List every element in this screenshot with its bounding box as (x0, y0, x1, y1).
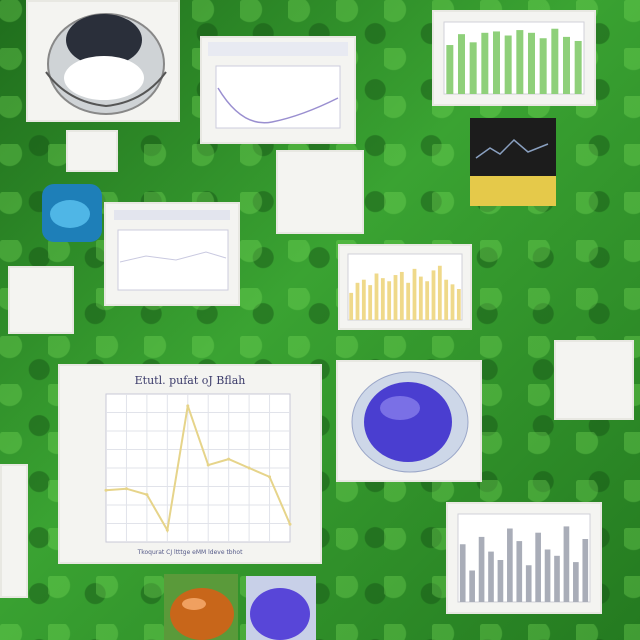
yellow-bar-chart (347, 253, 463, 321)
series-line (105, 405, 291, 534)
bar (478, 536, 485, 602)
data-point (247, 466, 251, 470)
data-point (124, 487, 128, 491)
bar (368, 285, 373, 320)
data-point (145, 493, 149, 497)
bar (488, 551, 494, 602)
purple-sphere-image (246, 576, 316, 640)
data-point (165, 528, 169, 532)
main-line-chart-card: Etutl. pufat oJ Bflah Tkoqurat CJ ltttge… (58, 364, 322, 564)
bar (507, 528, 513, 602)
main-chart-title: Etutl. pufat oJ Bflah (134, 374, 246, 387)
blue-sphere-illustration (351, 371, 469, 473)
bar (551, 28, 559, 94)
data-point (186, 404, 190, 408)
bar (387, 281, 392, 320)
plot-area (457, 513, 591, 603)
bar (425, 281, 430, 320)
paper-tile (276, 150, 364, 234)
orange-sphere-image (164, 574, 238, 640)
bar (469, 570, 475, 602)
bar (493, 31, 500, 94)
paper-tile (0, 464, 28, 598)
data-point (206, 463, 210, 467)
yellow-bar-chart-card (338, 244, 472, 330)
blue-cell-illustration (50, 200, 90, 228)
bar (535, 532, 541, 602)
bar (516, 541, 523, 602)
bar (554, 555, 560, 602)
data-point (268, 475, 272, 479)
range-chart-card (104, 202, 240, 306)
bar (349, 292, 354, 320)
green-bar-chart (443, 21, 585, 95)
bar (497, 560, 504, 602)
bar (539, 38, 547, 94)
trend-chart-thumbnail (208, 42, 348, 129)
purple-sphere-illustration (250, 588, 310, 640)
bar (544, 549, 551, 602)
bar (446, 45, 454, 94)
bar (563, 526, 570, 602)
helmet-image-card (26, 0, 180, 122)
dark-screen-plot (470, 138, 556, 206)
bar (504, 35, 512, 94)
bar (444, 279, 449, 320)
bar (406, 282, 411, 320)
gray-bar-chart (457, 513, 591, 603)
bar (525, 565, 532, 602)
data-point (288, 522, 292, 526)
bar (573, 562, 579, 602)
blue-cell-image (42, 184, 102, 242)
bar (450, 284, 455, 320)
data-point (227, 457, 231, 461)
plot-area (443, 21, 585, 95)
main-line-chart (104, 393, 292, 543)
bar (374, 273, 379, 320)
bar (459, 544, 466, 602)
trend-chart-card (200, 36, 356, 144)
bar (582, 539, 589, 602)
paper-tile (554, 340, 634, 420)
bar (418, 276, 423, 320)
bar (574, 40, 582, 94)
paper-tile (8, 266, 74, 334)
helmet-illustration (45, 13, 167, 115)
bar (437, 265, 442, 320)
bar (380, 278, 385, 320)
main-chart-xlabel: Tkoqurat CJ ltttge eMM ldeve tbhot (137, 549, 243, 556)
bar (393, 275, 398, 320)
bar (516, 30, 524, 94)
dark-screen-tile (470, 118, 556, 206)
bar (361, 279, 366, 320)
bar (431, 270, 436, 320)
bar (355, 282, 360, 320)
data-point (104, 488, 108, 492)
green-bar-chart-card (432, 10, 596, 106)
bar (528, 32, 535, 94)
bar (563, 36, 570, 94)
bar (456, 289, 461, 320)
blue-sphere-card (336, 360, 482, 482)
bar (412, 268, 417, 320)
paper-tile (66, 130, 118, 172)
bar (481, 32, 489, 94)
gray-bar-chart-card (446, 502, 602, 614)
plot-area (347, 253, 463, 321)
bar (399, 271, 404, 320)
range-chart-thumbnail (114, 210, 230, 291)
bar (458, 34, 465, 94)
orange-sphere-illustration (170, 588, 234, 640)
bar (469, 42, 477, 94)
